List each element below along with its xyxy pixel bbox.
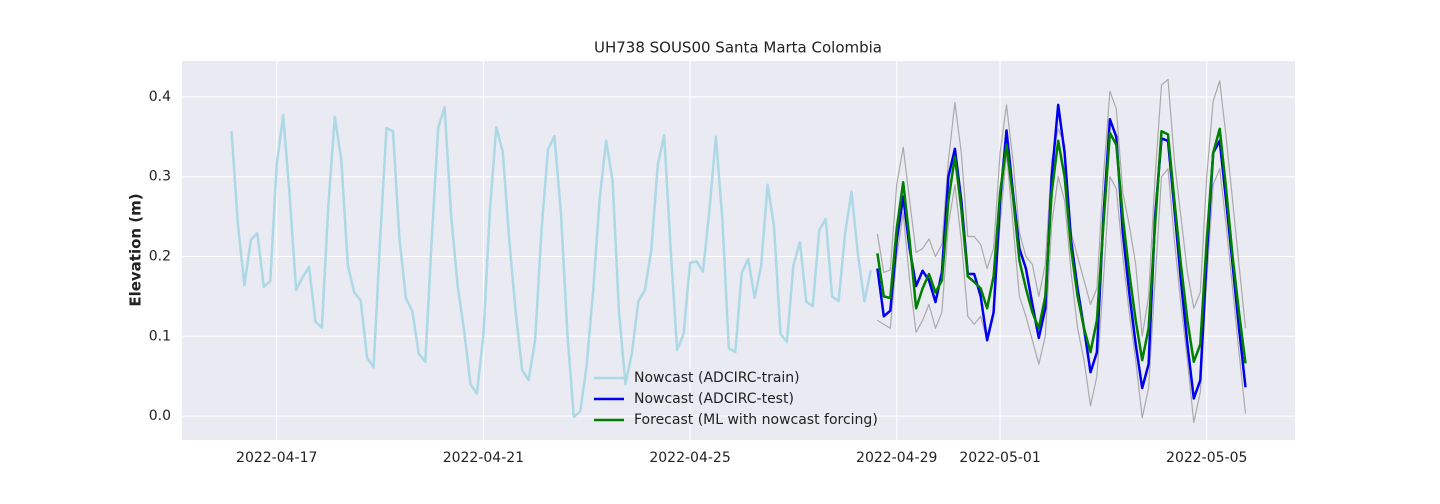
chart-title: UH738 SOUS00 Santa Marta Colombia	[594, 39, 882, 57]
x-tick-label: 2022-05-05	[1166, 450, 1247, 466]
y-tick-label: 0.4	[149, 89, 171, 105]
x-tick-label: 2022-04-25	[649, 450, 730, 466]
legend-label: Forecast (ML with nowcast forcing)	[634, 412, 878, 428]
x-tick-label: 2022-04-21	[443, 450, 524, 466]
line-series	[230, 106, 873, 419]
line-series	[876, 127, 1247, 364]
x-tick-label: 2022-04-29	[856, 450, 937, 466]
legend-label: Nowcast (ADCIRC-test)	[634, 391, 794, 407]
y-axis-label: Elevation (m)	[127, 193, 145, 306]
x-tick-label: 2022-04-17	[236, 450, 317, 466]
y-tick-label: 0.2	[149, 248, 171, 264]
line-series	[877, 152, 1247, 423]
x-tick-label: 2022-05-01	[959, 450, 1040, 466]
y-tick-label: 0.3	[149, 169, 171, 185]
y-tick-label: 0.1	[149, 328, 171, 344]
legend-label: Nowcast (ADCIRC-train)	[634, 370, 800, 386]
y-tick-label: 0.0	[149, 408, 171, 424]
